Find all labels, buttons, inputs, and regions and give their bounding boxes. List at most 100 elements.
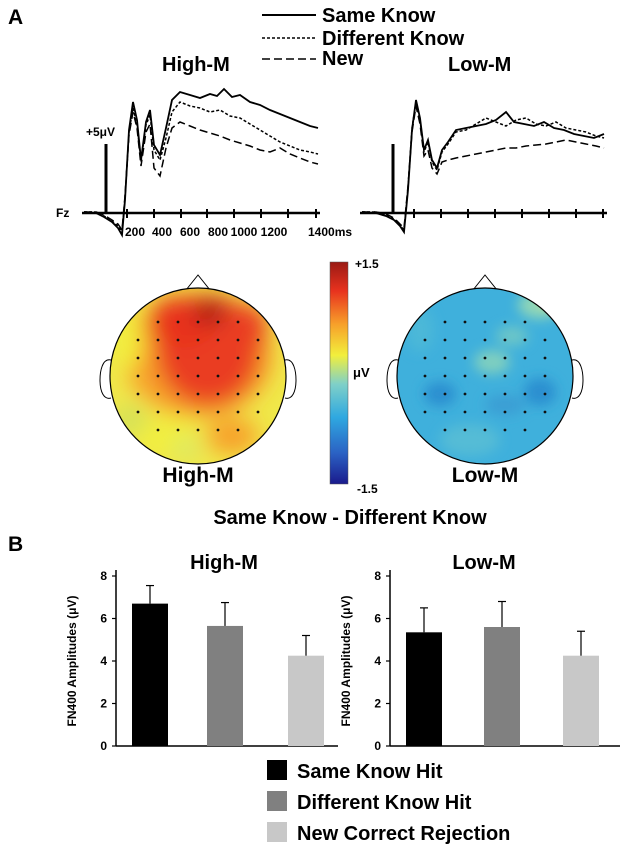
electrode-dot [503,374,507,378]
electrode-dot [236,374,240,378]
electrode-dot [483,320,487,324]
panel-a-label: A [8,6,23,29]
bar [207,625,243,746]
electrode-dot [503,320,507,324]
electrode-dot [176,320,180,324]
y-tick-label: 2 [374,697,381,711]
electrode-dot [443,374,447,378]
electrode-dot [443,356,447,360]
erp-tick-label: 400 [152,225,172,239]
electrode-dot [423,374,427,378]
electrode-dot [523,428,527,432]
electrode-dot [523,392,527,396]
electrode-dot [463,320,467,324]
electrode-dot [156,392,160,396]
electrode-dot [523,338,527,342]
y-tick-label: 2 [100,697,107,711]
electrode-dot [523,320,527,324]
electrode-dot [196,428,200,432]
electrode-dot [196,320,200,324]
electrode-dot [136,392,140,396]
bar-legend: Same Know Hit Different Know Hit New Cor… [267,760,510,845]
electrode-dot [256,374,260,378]
electrode-dot [136,338,140,342]
electrode-dot [443,392,447,396]
electrode-dot [216,428,220,432]
erp-legend: Same Know Different Know New [262,5,465,70]
erp-trace-new [84,111,319,233]
colorbar-unit-label: μV [353,365,370,380]
erp-title-high-m: High-M [162,54,230,76]
erp-tick-label: 1000 [231,225,258,239]
erp-tick-label: 1200 [261,225,288,239]
bar [563,655,599,746]
electrode-dot [196,410,200,414]
electrode-dot [196,392,200,396]
electrode-dot [236,428,240,432]
electrode-dot [503,338,507,342]
electrode-dot [423,356,427,360]
erp-tick-label: 1400ms [308,225,352,239]
electrode-dot [543,374,547,378]
electrode-dot [463,410,467,414]
y-tick-label: 0 [100,739,107,753]
electrode-dot [156,356,160,360]
electrode-dot [503,428,507,432]
y-tick-label: 0 [374,739,381,753]
electrode-dot [483,428,487,432]
topo-head-outline [396,287,574,465]
electrode-dot [523,410,527,414]
electrode-dot [483,392,487,396]
electrode-dot [423,338,427,342]
electrode-dot [256,410,260,414]
electrode-dot [196,338,200,342]
electrode-dot [423,392,427,396]
topo-map-high-m [99,274,297,465]
electrode-dot [216,356,220,360]
electrode-dot [236,410,240,414]
legend-label-new-correct-rejection: New Correct Rejection [297,823,510,845]
y-tick-label: 4 [100,654,107,668]
erp-plot-high-m: +5μV Fz 200 400 600 800 1000 1200 1400ms [56,87,352,239]
y-tick-label: 8 [374,569,381,583]
electrode-dot [236,392,240,396]
y-axis-label: FN400 Amplitudes (μV) [65,596,79,727]
electrode-dot [503,410,507,414]
electrode-dot [136,374,140,378]
electrode-dot [523,374,527,378]
bar [484,627,520,746]
topo-title-high-m: High-M [162,464,233,487]
topo-ear-left [99,359,112,399]
erp-tick-label: 600 [180,225,200,239]
erp-trace-new [362,105,605,230]
electrode-dot [156,320,160,324]
topo-ear-left [386,359,399,399]
electrode-dot [443,428,447,432]
electrode-dot [543,392,547,396]
electrode-dot [443,338,447,342]
y-tick-label: 6 [100,612,107,626]
topo-title-low-m: Low-M [452,464,518,487]
topo-ear-right [284,359,297,399]
electrode-dot [216,338,220,342]
bar-chart-title: Low-M [452,552,515,574]
electrode-dots [136,320,547,432]
legend-swatch-same-know-hit [267,760,287,780]
bar [406,632,442,746]
legend-swatch-new-correct-rejection [267,822,287,842]
electrode-dot [176,356,180,360]
bar [132,603,168,746]
colorbar [329,261,349,485]
electrode-dot [176,338,180,342]
legend-label-different-know: Different Know [322,28,465,50]
electrode-dot [136,410,140,414]
electrode-dot [216,410,220,414]
erp-electrode-label: Fz [56,206,69,220]
electrode-dot [236,356,240,360]
electrode-dot [176,428,180,432]
electrode-dot [463,356,467,360]
electrode-dot [463,392,467,396]
electrode-dot [156,428,160,432]
erp-plot-low-m [360,99,607,235]
